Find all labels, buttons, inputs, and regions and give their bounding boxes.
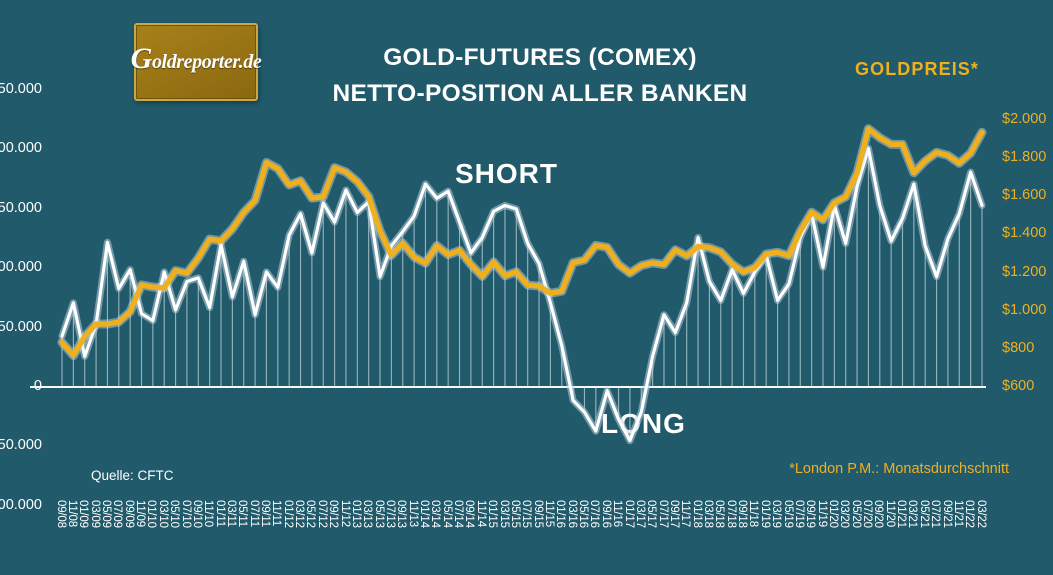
position-line	[60, 146, 984, 443]
y-axis-left-tick: -50.000	[0, 318, 42, 335]
footnote: *London P.M.: Monatsdurchschnitt	[789, 461, 1009, 477]
y-axis-right-tick: $1.400	[1002, 225, 1047, 242]
y-axis-right-tick: $1.000	[1002, 301, 1047, 318]
y-axis-right-tick: $1.800	[1002, 149, 1047, 166]
title-line-1: GOLD-FUTURES (COMEX)	[383, 44, 697, 71]
gold-price-line	[59, 126, 985, 359]
goldreporter-logo: Goldreporter.de	[131, 23, 262, 101]
y-axis-right-tick: $600	[1002, 378, 1035, 394]
y-axis-right-tick: $800	[1002, 339, 1035, 356]
y-axis-left-tick: 100.000	[0, 496, 42, 513]
logo-text: Goldreporter.de	[130, 41, 262, 75]
y-axis-left-tick: 50.000	[0, 437, 42, 454]
title-line-2: NETTO-POSITION ALLER BANKEN	[332, 79, 748, 107]
y-axis-left-tick: -150.000	[0, 199, 42, 216]
short-region-label: SHORT	[455, 158, 558, 189]
y-axis-left-tick: -100.000	[0, 259, 42, 276]
y-axis-right-tick: $1.200	[1002, 263, 1047, 280]
y-axis-left-tick: -200.000	[0, 140, 42, 157]
y-axis-left-tick: -250.000	[0, 81, 42, 97]
gold-price-legend: GOLDPREIS*	[855, 59, 980, 79]
page-title: GOLD-FUTURES (COMEX) NETTO-POSITION ALLE…	[280, 40, 800, 111]
zero-baseline	[30, 386, 986, 388]
position-droplines	[61, 148, 983, 441]
y-axis-right-tick: $1.600	[1002, 187, 1047, 204]
source-note: Quelle: CFTC	[91, 468, 174, 483]
y-axis-right-tick: $2.000	[1002, 111, 1047, 127]
